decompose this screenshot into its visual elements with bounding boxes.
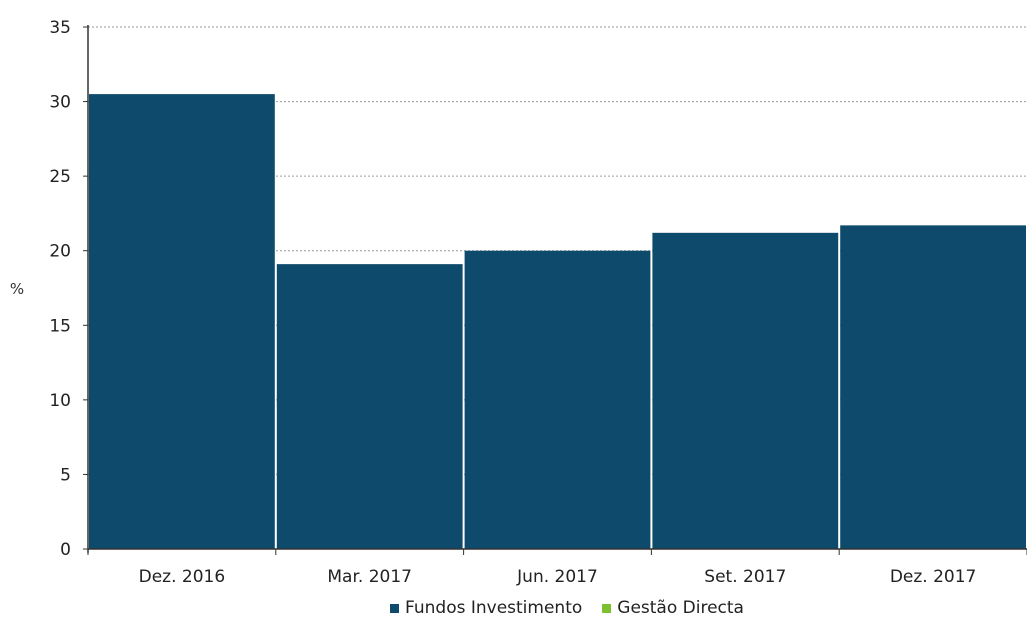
axes: 0 5 10 15 20 25 30 35 Dez. 2016 Mar. 2017 Jun. 201… [49,18,1027,587]
x-tick-label: Set. 2017 [704,567,786,587]
y-tick-label: 10 [49,391,71,411]
legend-item-fundos: Fundos Investimento [390,598,582,618]
y-tick-label: 25 [49,167,71,187]
legend-swatch-gestao [602,603,612,613]
legend-item-gestao: Gestão Directa [602,598,744,618]
x-tick-label: Dez. 2016 [139,567,226,587]
x-tick-label: Mar. 2017 [327,567,412,587]
bar [464,250,651,549]
x-tick-label: Jun. 2017 [516,567,598,587]
bar [840,225,1026,550]
bars [89,94,1026,550]
y-tick-label: 0 [60,540,71,560]
y-tick-label: 5 [60,465,71,485]
bar [652,232,839,549]
legend-swatch-fundos [390,603,399,613]
y-tick-label: 35 [49,18,71,38]
y-tick-label: 30 [49,93,71,113]
y-tick-label: 15 [49,316,71,336]
legend: Fundos Investimento Gestão Directa [390,598,744,618]
bar [276,264,463,549]
bar [89,94,275,549]
y-tick-label: 20 [49,242,71,262]
legend-label-fundos: Fundos Investimento [405,598,583,618]
legend-label-gestao: Gestão Directa [617,598,744,618]
x-tick-label: Dez. 2017 [890,567,977,587]
y-axis-label: % [10,280,24,298]
